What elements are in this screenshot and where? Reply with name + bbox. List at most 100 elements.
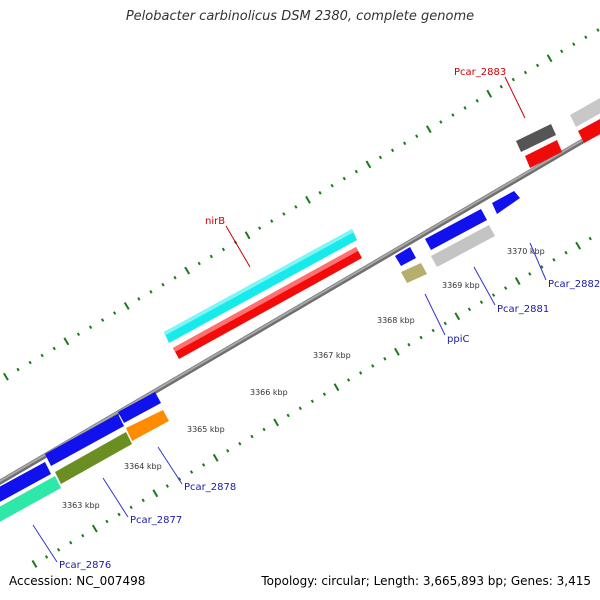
tick-mark	[491, 293, 496, 297]
tick-mark	[184, 266, 191, 275]
tick-mark	[91, 524, 98, 533]
tick-mark	[100, 318, 105, 322]
leader-line-nirB	[225, 225, 251, 268]
tick-mark	[88, 325, 93, 329]
tick-mark	[479, 300, 484, 304]
gene-label-Pcar_2878: Pcar_2878	[184, 482, 236, 493]
gene-feature-Pcar_2881-b	[431, 225, 495, 267]
gene-feature-Pcar_2877-a	[45, 414, 124, 466]
tick-mark	[390, 148, 395, 153]
tick-mark	[105, 519, 109, 524]
gene-feature-edge-red	[578, 119, 600, 143]
scale-label: 3363 kbp	[62, 501, 100, 510]
tick-mark	[117, 512, 121, 517]
tick-mark	[31, 559, 38, 568]
scale-label: 3370 kbp	[507, 247, 545, 256]
tick-mark	[40, 353, 44, 358]
tick-mark	[173, 275, 177, 280]
map-title: Pelobacter carbinolicus DSM 2380, comple…	[125, 9, 475, 24]
tick-mark	[359, 371, 363, 375]
tick-mark	[57, 548, 61, 552]
tick-mark	[354, 169, 358, 174]
tick-mark	[113, 311, 117, 315]
gene-label-nirB: nirB	[205, 216, 225, 227]
gene-feature-Pcar_2878	[126, 410, 169, 441]
tick-mark	[197, 261, 201, 266]
tick-mark	[244, 231, 251, 240]
tick-mark	[137, 297, 141, 301]
feature-track	[0, 98, 600, 522]
leader-line-Pcar_2881	[473, 266, 496, 306]
tick-mark	[535, 63, 540, 68]
tick-mark	[546, 54, 553, 63]
scale-label: 3369 kbp	[442, 281, 480, 290]
tick-mark	[584, 35, 588, 39]
tick-mark	[226, 449, 230, 453]
gene-feature-Pcar_2881-a	[425, 209, 487, 250]
leader-line-Pcar_2883	[504, 76, 526, 119]
leader-line-Pcar_2877	[102, 477, 129, 518]
tick-mark	[44, 555, 49, 559]
gene-feature-Pcar_2876-a	[0, 462, 51, 502]
gene-label-ppiC: ppiC	[447, 334, 469, 345]
gene-feature-edge-grey	[570, 98, 600, 127]
tick-mark	[451, 113, 455, 117]
tick-mark	[564, 250, 568, 255]
tick-mark	[588, 236, 592, 241]
tick-mark	[333, 383, 340, 392]
tick-mark	[394, 347, 400, 356]
scale-labels: 3363 kbp 3364 kbp 3365 kbp 3366 kbp 3367…	[62, 247, 545, 510]
tick-mark	[463, 106, 467, 110]
tick-mark	[322, 392, 327, 396]
gene-label-Pcar_2883: Pcar_2883	[454, 67, 506, 78]
tick-mark	[81, 533, 85, 538]
tick-mark	[318, 191, 322, 195]
gene-feature-nirB-inner-shade	[173, 247, 358, 352]
tick-mark	[528, 272, 532, 276]
tick-mark	[209, 254, 213, 259]
tick-mark	[262, 427, 266, 432]
tick-mark	[298, 406, 302, 411]
gene-feature-nirB-inner	[173, 247, 362, 359]
tick-mark	[152, 489, 159, 498]
tick-mark	[282, 212, 286, 216]
tick-mark	[552, 258, 556, 262]
tick-mark	[129, 505, 133, 510]
tick-mark	[189, 470, 194, 474]
tick-mark	[310, 399, 314, 404]
tick-mark	[294, 205, 298, 209]
tick-tracks	[3, 28, 600, 568]
leader-line-Pcar_2878	[157, 446, 183, 485]
tick-mark	[28, 360, 32, 365]
tick-mark	[596, 28, 600, 32]
scale-label: 3366 kbp	[250, 388, 288, 397]
gene-feature-Pcar_2878-a	[118, 392, 161, 423]
genome-backbone-highlight	[0, 128, 600, 483]
gene-feature-Pcar_2877	[55, 432, 132, 484]
scale-label: 3364 kbp	[124, 462, 162, 471]
tick-mark	[511, 77, 515, 82]
tick-mark	[383, 357, 387, 361]
leader-lines	[32, 76, 547, 563]
tick-mark	[273, 418, 279, 427]
tick-mark	[365, 160, 372, 169]
gene-feature-ppiC	[401, 263, 427, 283]
gene-feature-Pcar_2876	[0, 476, 61, 522]
tick-mark	[69, 540, 73, 545]
gene-label-Pcar_2882: Pcar_2882	[548, 279, 600, 290]
gene-label-Pcar_2877: Pcar_2877	[130, 515, 182, 526]
gene-feature-Pcar_2882	[492, 191, 520, 214]
genome-summary-text: Topology: circular; Length: 3,665,893 bp…	[261, 574, 591, 588]
tick-mark	[575, 241, 582, 250]
tick-mark	[499, 84, 503, 89]
tick-mark	[403, 141, 407, 146]
tick-mark	[221, 247, 226, 252]
tick-mark	[342, 176, 346, 181]
scale-label: 3368 kbp	[377, 316, 415, 325]
tick-mark	[572, 42, 576, 46]
tick-mark	[201, 463, 206, 467]
gene-feature-Pcar_2883	[516, 124, 556, 152]
tick-mark	[378, 155, 383, 160]
tick-mark	[141, 498, 145, 503]
tick-mark	[52, 346, 56, 351]
